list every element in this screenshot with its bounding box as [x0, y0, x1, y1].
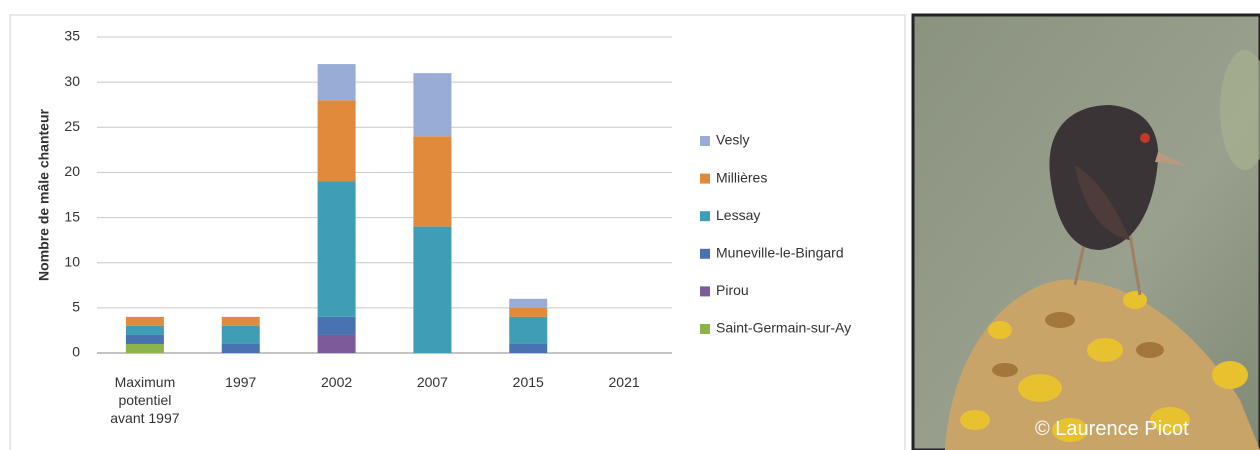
bar-segment: [509, 343, 548, 353]
bar-segment: [125, 325, 164, 335]
x-tick-label: Maximum potentiel avant 1997: [110, 374, 180, 426]
bar-segment: [509, 316, 548, 344]
legend-swatch: [700, 211, 710, 222]
bar-segment: [125, 316, 164, 326]
bar-segment: [413, 226, 452, 353]
bar-segment: [125, 343, 164, 353]
legend-label: Saint-Germain-sur-Ay: [716, 320, 851, 336]
x-tick-label: 2021: [608, 374, 640, 390]
bar-segment: [509, 307, 548, 317]
legend-swatch: [700, 324, 710, 334]
bar-segment: [413, 136, 452, 227]
y-tick-label: 20: [64, 163, 80, 179]
legend-label: Vesly: [716, 132, 749, 148]
y-tick-label: 30: [64, 73, 80, 89]
x-tick-label: 2007: [416, 374, 448, 390]
y-tick-label: 0: [72, 344, 80, 360]
bar-segment: [317, 181, 356, 317]
bar-segment: [317, 64, 356, 101]
bar-segment: [317, 316, 356, 335]
photo-credit: © Laurence Picot: [1035, 418, 1189, 440]
photo: [911, 13, 1260, 450]
y-tick-label: 15: [64, 208, 80, 224]
x-tick-label: 1997: [225, 374, 257, 390]
legend-label: Lessay: [716, 207, 760, 223]
bar-segment: [413, 73, 452, 137]
chart-frame: [9, 14, 906, 450]
bar-segment: [221, 325, 260, 344]
legend-swatch: [700, 173, 710, 184]
x-tick-label: 2002: [321, 374, 353, 390]
legend-swatch: [700, 248, 710, 259]
bar-segment: [221, 343, 260, 353]
bar-segment: [317, 100, 356, 182]
bar-segment: [317, 334, 356, 353]
bar-segment: [221, 316, 260, 326]
legend-swatch: [700, 286, 710, 297]
legend-label: Pirou: [716, 282, 749, 298]
legend-label: Millières: [716, 169, 767, 185]
bar-segment: [125, 334, 164, 344]
y-tick-label: 35: [64, 28, 80, 44]
y-axis-title: Nombre de mâle chanteur: [36, 108, 52, 280]
y-tick-label: 10: [64, 253, 80, 269]
y-tick-label: 5: [72, 299, 80, 315]
bar-segment: [509, 298, 548, 308]
x-tick-label: 2015: [512, 374, 544, 390]
legend-label: Muneville-le-Bingard: [716, 245, 844, 261]
y-tick-label: 25: [64, 118, 80, 134]
legend-swatch: [700, 136, 710, 146]
